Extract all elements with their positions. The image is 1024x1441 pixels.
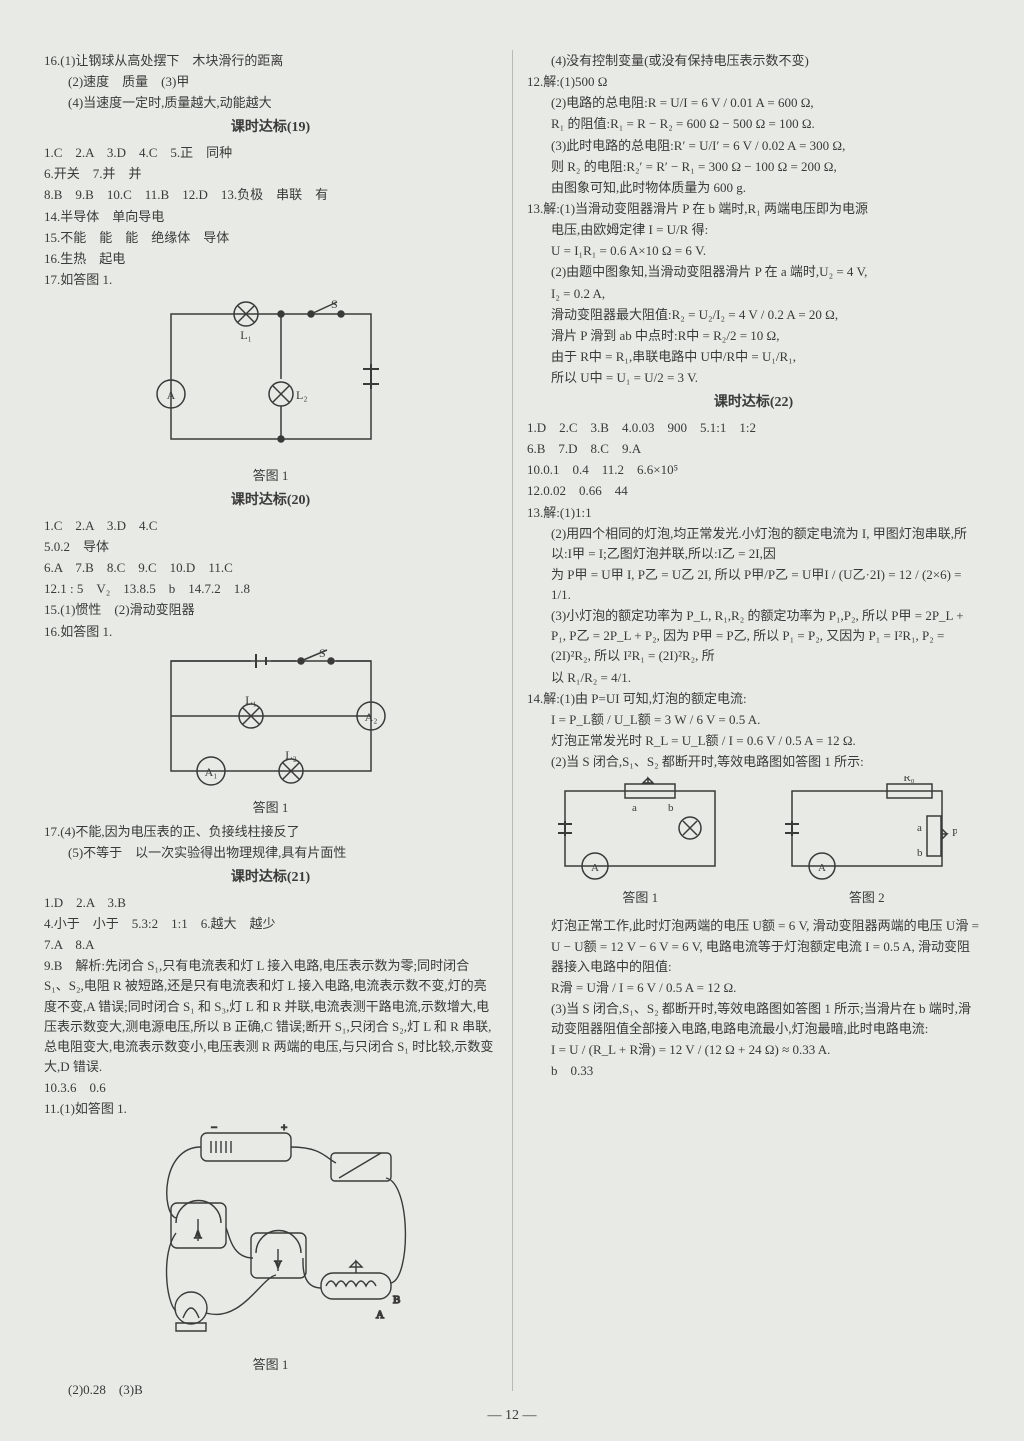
figure-caption: 答图 1 <box>550 888 730 908</box>
text-line: (5)不等于 以一次实验得出物理规律,具有片面性 <box>44 843 497 863</box>
svg-text:L₂: L₂ <box>296 388 308 402</box>
figure-circuit-3: − + A V <box>44 1123 497 1375</box>
svg-text:b: b <box>668 802 674 814</box>
text-line: 1.D 2.C 3.B 4.0.03 900 5.1:1 1:2 <box>527 418 980 438</box>
section-title-22: 课时达标(22) <box>527 392 980 414</box>
text-line: (4)没有控制变量(或没有保持电压表示数不变) <box>527 51 980 71</box>
svg-text:A: A <box>591 862 599 874</box>
text-line: (3)小灯泡的额定功率为 P_L, R₁,R₂ 的额定功率为 P₁,P₂, 所以… <box>527 606 980 666</box>
text-line: 滑动变阻器最大阻值:R₂ = U₂/I₂ = 4 V / 0.2 A = 20 … <box>527 305 980 325</box>
text-line: I = P_L额 / U_L额 = 3 W / 6 V = 0.5 A. <box>527 710 980 730</box>
text-line: 14.半导体 单向导电 <box>44 207 497 227</box>
svg-text:S: S <box>319 646 326 660</box>
svg-text:L₂: L₂ <box>285 748 297 762</box>
text-line: 1.C 2.A 3.D 4.C <box>44 516 497 536</box>
text-line: 为 P甲 = U甲 I, P乙 = U乙 2I, 所以 P甲/P乙 = U甲I … <box>527 565 980 605</box>
text-line: 12.1 : 5 V₂ 13.8.5 b 14.7.2 1.8 <box>44 579 497 599</box>
text-line: 14.解:(1)由 P=UI 可知,灯泡的额定电流: <box>527 689 980 709</box>
text-line: (3)此时电路的总电阻:R′ = U/I′ = 6 V / 0.02 A = 3… <box>527 136 980 156</box>
svg-text:+: + <box>281 1123 287 1134</box>
text-line: 则 R₂ 的电阻:R₂′ = R′ − R₁ = 300 Ω − 100 Ω =… <box>527 157 980 177</box>
text-line: 滑片 P 滑到 ab 中点时:R中 = R₂/2 = 10 Ω, <box>527 326 980 346</box>
text-line: 17.如答图 1. <box>44 270 497 290</box>
text-line: (2)由题中图象知,当滑动变阻器滑片 P 在 a 端时,U₂ = 4 V, <box>527 262 980 282</box>
text-line: 7.A 8.A <box>44 935 497 955</box>
text-line: 电压,由欧姆定律 I = U/R 得: <box>527 220 980 240</box>
text-line: 13.解:(1)当滑动变阻器滑片 P 在 b 端时,R₁ 两端电压即为电源 <box>527 199 980 219</box>
svg-text:−: − <box>211 1123 217 1134</box>
text-line: 6.开关 7.并 并 <box>44 164 497 184</box>
text-line: R滑 = U滑 / I = 6 V / 0.5 A = 12 Ω. <box>527 978 980 998</box>
text-line: b 0.33 <box>527 1061 980 1081</box>
svg-text:a: a <box>917 822 922 834</box>
svg-text:A₂: A₂ <box>364 710 377 724</box>
right-column: (4)没有控制变量(或没有保持电压表示数不变) 12.解:(1)500 Ω (2… <box>527 50 980 1401</box>
text-line: (2)电路的总电阻:R = U/I = 6 V / 0.01 A = 600 Ω… <box>527 93 980 113</box>
text-line: (2)速度 质量 (3)甲 <box>44 72 497 92</box>
section-title-19: 课时达标(19) <box>44 117 497 139</box>
text-line: 5.0.2 导体 <box>44 537 497 557</box>
svg-text:S: S <box>331 297 338 311</box>
text-line: 所以 U中 = U₁ = U/2 = 3 V. <box>527 368 980 388</box>
svg-text:A: A <box>194 1230 202 1241</box>
svg-text:b: b <box>917 847 923 859</box>
text-line: 由图象可知,此时物体质量为 600 g. <box>527 178 980 198</box>
text-line: 11.(1)如答图 1. <box>44 1099 497 1119</box>
text-line: (4)当速度一定时,质量越大,动能越大 <box>44 93 497 113</box>
text-line: U = I₁R₁ = 0.6 A×10 Ω = 6 V. <box>527 241 980 261</box>
svg-text:V: V <box>274 1260 282 1271</box>
text-line: 17.(4)不能,因为电压表的正、负接线柱接反了 <box>44 822 497 842</box>
figure-caption: 答图 1 <box>44 1355 497 1375</box>
text-line: 由于 R中 = R₁,串联电路中 U中/R中 = U₁/R₁, <box>527 347 980 367</box>
svg-text:A: A <box>818 862 826 874</box>
text-line: (2)用四个相同的灯泡,均正常发光.小灯泡的额定电流为 I, 甲图灯泡串联,所以… <box>527 524 980 564</box>
svg-text:A: A <box>166 388 175 402</box>
text-line: 4.小于 小于 5.3:2 1:1 6.越大 越少 <box>44 914 497 934</box>
text-line: I = U / (R_L + R滑) = 12 V / (12 Ω + 24 Ω… <box>527 1040 980 1060</box>
figure-circuit-2: S L₁ L₂ A₁ A₂ 答图 1 <box>44 646 497 818</box>
text-line: 6.A 7.B 8.C 9.C 10.D 11.C <box>44 558 497 578</box>
svg-text:R₀: R₀ <box>903 776 914 784</box>
text-line: 8.B 9.B 10.C 11.B 12.D 13.负极 串联 有 <box>44 185 497 205</box>
left-column: 16.(1)让钢球从高处摆下 木块滑行的距离 (2)速度 质量 (3)甲 (4)… <box>44 50 497 1401</box>
text-line: 灯泡正常发光时 R_L = U_L额 / I = 0.6 V / 0.5 A =… <box>527 731 980 751</box>
text-line: (2)当 S 闭合,S₁、S₂ 都断开时,等效电路图如答图 1 所示: <box>527 752 980 772</box>
figure-circuit-1: L₁ L₂ S A 答图 1 <box>44 294 497 486</box>
text-line: 13.解:(1)1:1 <box>527 503 980 523</box>
svg-text:A: A <box>376 1309 384 1321</box>
figure-caption: 答图 2 <box>777 888 957 908</box>
section-title-20: 课时达标(20) <box>44 490 497 512</box>
text-line: 6.B 7.D 8.C 9.A <box>527 439 980 459</box>
column-divider <box>512 50 513 1391</box>
figure-circuit-4: a b A 答图 1 <box>527 776 980 912</box>
svg-text:A₁: A₁ <box>204 765 217 779</box>
text-line: 1.C 2.A 3.D 4.C 5.正 同种 <box>44 143 497 163</box>
text-line: 9.B 解析:先闭合 S₁,只有电流表和灯 L 接入电路,电压表示数为零;同时闭… <box>44 956 497 1077</box>
text-line: 12.0.02 0.66 44 <box>527 481 980 501</box>
text-line: R₁ 的阻值:R₁ = R − R₂ = 600 Ω − 500 Ω = 100… <box>527 114 980 134</box>
text-line: 16.生热 起电 <box>44 249 497 269</box>
text-line: 16.(1)让钢球从高处摆下 木块滑行的距离 <box>44 51 497 71</box>
text-line: 以 R₁/R₂ = 4/1. <box>527 668 980 688</box>
text-line: 15.(1)惯性 (2)滑动变阻器 <box>44 600 497 620</box>
text-line: 16.如答图 1. <box>44 622 497 642</box>
figure-caption: 答图 1 <box>44 798 497 818</box>
svg-text:L₁: L₁ <box>245 693 257 707</box>
section-title-21: 课时达标(21) <box>44 867 497 889</box>
text-line: 12.解:(1)500 Ω <box>527 72 980 92</box>
text-line: I₂ = 0.2 A, <box>527 284 980 304</box>
svg-text:a: a <box>632 802 637 814</box>
figure-caption: 答图 1 <box>44 466 497 486</box>
svg-text:P: P <box>952 827 957 839</box>
text-line: 灯泡正常工作,此时灯泡两端的电压 U额 = 6 V, 滑动变阻器两端的电压 U滑… <box>527 916 980 976</box>
svg-text:B: B <box>393 1294 400 1306</box>
page-number: — 12 — <box>0 1405 1024 1427</box>
svg-text:L₁: L₁ <box>240 328 252 342</box>
text-line: 1.D 2.A 3.B <box>44 893 497 913</box>
text-line: (3)当 S 闭合,S₁、S₂ 都断开时,等效电路图如答图 1 所示;当滑片在 … <box>527 999 980 1039</box>
text-line: 15.不能 能 能 绝缘体 导体 <box>44 228 497 248</box>
text-line: 10.0.1 0.4 11.2 6.6×10⁵ <box>527 460 980 480</box>
text-line: 10.3.6 0.6 <box>44 1078 497 1098</box>
text-line: (2)0.28 (3)B <box>44 1380 497 1400</box>
